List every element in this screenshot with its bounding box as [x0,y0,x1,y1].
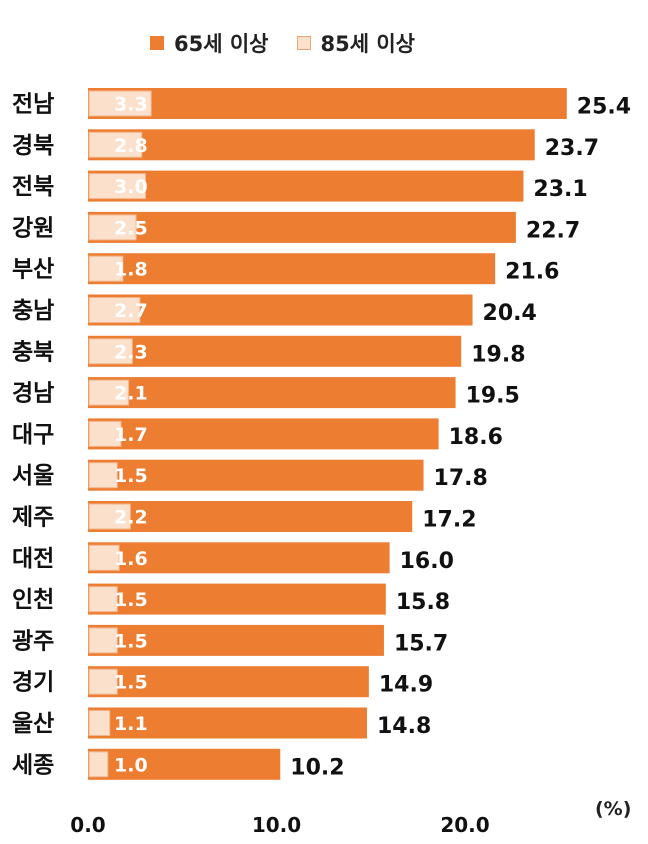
value-label-85-plus: 2.2 [114,507,148,529]
value-label-65-plus: 25.4 [577,95,631,120]
value-label-85-plus: 1.6 [114,548,148,570]
bar-85-plus [88,297,141,323]
value-label-65-plus: 20.4 [483,301,537,326]
bar-85-plus [88,544,120,571]
bar-65-plus [88,583,386,615]
value-label-85-plus: 2.5 [114,217,148,239]
legend-swatch-85 [296,36,311,50]
value-label-65-plus: 19.5 [466,384,520,409]
value-label-65-plus: 23.7 [545,136,599,161]
value-label-85-plus: 2.1 [114,383,148,405]
x-tick-label: 20.0 [440,813,489,837]
legend-item-85: 85세 이상 [296,28,416,58]
x-tick-label: 0.0 [70,813,105,837]
value-label-65-plus: 15.8 [396,590,450,615]
category-label: 부산 [12,257,54,283]
value-label-65-plus: 15.7 [394,631,448,656]
value-label-65-plus: 22.7 [526,218,580,243]
value-label-85-plus: 3.3 [114,94,148,116]
bar-65-plus [88,748,281,780]
value-label-85-plus: 2.7 [114,300,148,322]
bar-65-plus [88,211,516,243]
category-label: 충북 [12,339,54,365]
value-label-65-plus: 17.2 [422,508,476,533]
x-tick-label: 10.0 [252,813,301,837]
category-label: 인천 [12,587,54,613]
category-label: 강원 [12,215,54,241]
bar-85-plus [88,90,152,117]
bar-85-plus [88,586,118,613]
category-label: 울산 [12,711,54,737]
bar-65-plus [88,459,424,491]
legend-item-65: 65세 이상 [150,28,269,58]
value-label-65-plus: 14.9 [379,673,433,698]
bar-85-plus [88,668,118,695]
bar-65-plus [88,666,369,698]
bar-65-plus [88,88,567,119]
bar-85-plus [88,379,130,406]
bar-65-plus [88,624,384,656]
legend-label-65: 65세 이상 [174,32,269,56]
value-label-65-plus: 21.6 [505,260,559,285]
category-label: 세종 [12,752,54,778]
value-label-65-plus: 14.8 [377,714,431,739]
value-label-65-plus: 18.6 [449,425,503,450]
bar-65-plus [88,253,496,285]
category-label: 제주 [12,505,54,531]
value-label-85-plus: 1.7 [114,424,148,446]
legend: 65세 이상 85세 이상 [150,28,415,58]
bar-65-plus [88,129,535,161]
category-label: 전남 [12,92,54,118]
category-label: 대전 [12,546,54,572]
value-label-85-plus: 3.0 [114,176,148,198]
bar-85-plus [88,131,143,158]
unit-label: (%) [595,798,632,820]
category-label: 경기 [12,670,54,696]
value-label-65-plus: 16.0 [400,549,454,574]
value-label-65-plus: 10.2 [290,755,344,780]
bar-65-plus [88,170,524,202]
category-label: 경남 [12,381,54,407]
value-label-85-plus: 1.0 [114,754,148,776]
bar-85-plus [88,420,122,447]
bar-65-plus [88,707,367,739]
bar-85-plus [88,710,111,736]
category-label: 광주 [12,628,54,654]
bar-65-plus [88,294,473,326]
bar-85-plus [88,255,124,282]
bar-85-plus [88,214,137,241]
value-label-85-plus: 1.5 [114,672,148,694]
category-label: 충남 [12,298,54,324]
legend-label-85: 85세 이상 [320,32,416,56]
bar-65-plus [88,542,390,574]
bar-65-plus [88,335,462,367]
bar-65-plus [88,501,413,532]
category-label: 경북 [12,133,54,159]
bar-85-plus [88,462,118,489]
value-label-85-plus: 1.8 [114,259,148,281]
value-label-85-plus: 2.3 [114,341,148,363]
category-label: 서울 [12,463,54,489]
bar-85-plus [88,627,118,654]
value-label-85-plus: 2.8 [114,135,148,157]
category-label: 대구 [12,422,54,448]
value-label-85-plus: 1.5 [114,465,148,487]
bar-85-plus [88,751,109,778]
bar-65-plus [88,418,439,450]
bar-85-plus [88,173,147,200]
value-label-65-plus: 19.8 [471,342,525,367]
value-label-65-plus: 23.1 [533,177,587,202]
value-label-85-plus: 1.5 [114,589,148,611]
value-label-65-plus: 17.8 [434,466,488,491]
category-label: 전북 [12,174,54,200]
bar-65-plus [88,377,456,409]
bar-85-plus [88,338,133,365]
bar-85-plus [88,503,131,530]
value-label-85-plus: 1.5 [114,630,148,652]
legend-swatch-65 [150,36,164,50]
value-label-85-plus: 1.1 [114,713,148,735]
